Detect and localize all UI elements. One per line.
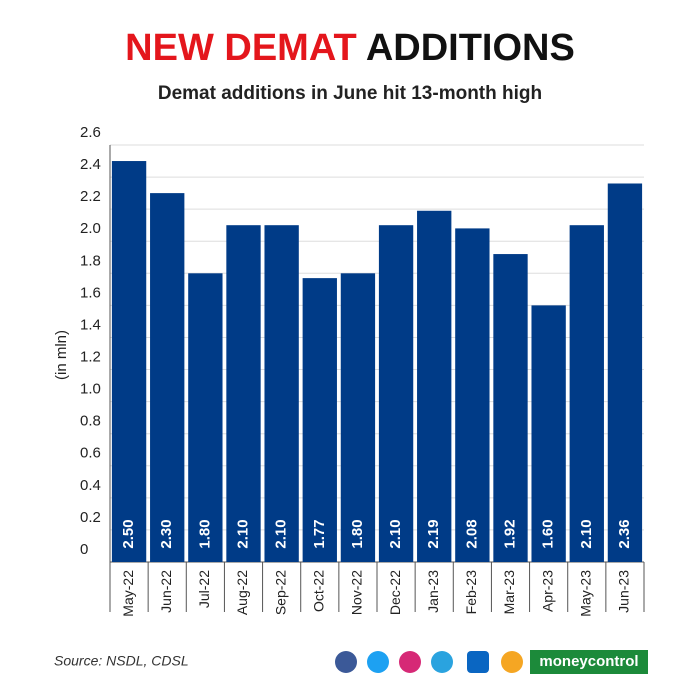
source: Source: NSDL, CDSL xyxy=(54,653,189,669)
value-label: 2.36 xyxy=(616,519,633,548)
value-label: 1.77 xyxy=(311,519,328,548)
y-tick-label: 2.6 xyxy=(80,124,101,141)
x-tick-label: Oct-22 xyxy=(310,570,326,612)
bar xyxy=(531,305,566,562)
x-tick-label: Jan-23 xyxy=(425,570,441,613)
brand-box xyxy=(530,650,648,674)
x-tick-label: Jun-22 xyxy=(158,570,174,613)
x-tick-label: Nov-22 xyxy=(349,570,365,615)
y-tick-label: 1.8 xyxy=(80,252,101,269)
value-label: 2.10 xyxy=(234,519,251,548)
value-label: 1.80 xyxy=(349,519,366,548)
x-tick-label: Aug-22 xyxy=(234,570,250,615)
bar xyxy=(226,225,261,562)
y-tick-label: 1.0 xyxy=(80,381,101,398)
value-label: 2.10 xyxy=(387,519,404,548)
y-tick-label: 2.2 xyxy=(80,188,101,205)
bar xyxy=(607,183,643,562)
x-tick-label: Sep-22 xyxy=(272,570,288,615)
y-tick-label: 1.4 xyxy=(80,316,101,333)
social-icons xyxy=(335,651,523,673)
bar xyxy=(188,273,223,562)
bar xyxy=(111,161,147,563)
y-tick-label: 0.8 xyxy=(80,413,101,430)
y-tick-label: 1.6 xyxy=(80,284,101,301)
y-tick-label: 2.4 xyxy=(80,156,101,173)
bar xyxy=(150,193,185,562)
y-tick-label: 0.2 xyxy=(80,509,101,526)
value-label: 2.19 xyxy=(425,519,442,548)
x-tick-label: Apr-23 xyxy=(539,570,555,612)
x-tick-label: May-22 xyxy=(120,570,136,617)
x-tick-label: Jul-22 xyxy=(196,570,212,608)
x-tick-label: Jun-23 xyxy=(616,570,632,613)
bar xyxy=(378,225,414,562)
y-tick-label: 2.0 xyxy=(80,220,101,237)
bar xyxy=(302,278,337,562)
x-tick-label: Feb-23 xyxy=(463,570,479,615)
value-label: 2.10 xyxy=(578,519,595,548)
title-highlight: NEW DEMAT xyxy=(125,27,357,69)
value-label: 1.92 xyxy=(501,519,518,548)
bar xyxy=(264,225,299,562)
x-tick-label: Dec-22 xyxy=(387,570,403,615)
y-tick-label: 1.2 xyxy=(80,349,101,366)
chart-title: NEW DEMAT ADDITIONS xyxy=(125,27,575,69)
y-tick-label: 0.4 xyxy=(80,477,101,494)
x-tick-label: May-23 xyxy=(577,570,593,617)
value-label: 2.50 xyxy=(120,519,137,548)
y-tick-label: 0 xyxy=(80,541,88,558)
bar xyxy=(455,228,490,562)
bar xyxy=(417,210,452,562)
brand: moneycontrol xyxy=(539,653,638,670)
y-axis-label: (in mln) xyxy=(53,330,70,380)
x-tick-label: Mar-23 xyxy=(501,570,517,615)
bar xyxy=(493,254,528,563)
value-label: 1.60 xyxy=(540,519,557,548)
title-rest: ADDITIONS xyxy=(366,27,575,69)
value-label: 2.30 xyxy=(158,519,175,548)
value-label: 1.80 xyxy=(196,519,213,548)
value-label: 2.10 xyxy=(273,519,290,548)
y-tick-label: 0.6 xyxy=(80,445,101,462)
subtitle: Demat additions in June hit 13-month hig… xyxy=(158,83,542,104)
bar xyxy=(340,273,376,562)
bar xyxy=(569,225,604,562)
value-label: 2.08 xyxy=(463,519,480,548)
